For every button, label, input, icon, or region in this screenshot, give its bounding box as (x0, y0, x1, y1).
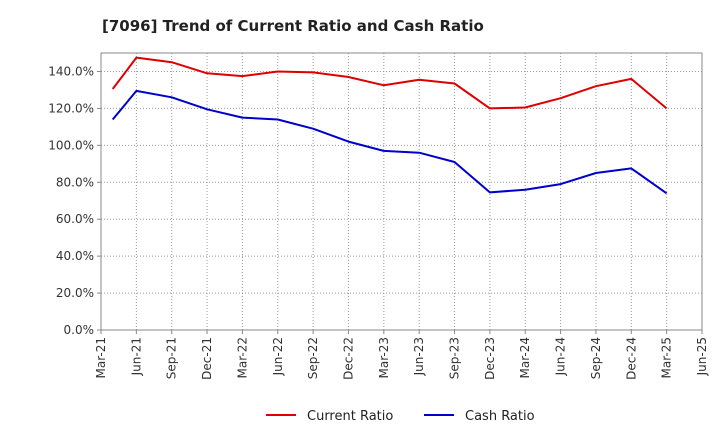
x-tick-label: Jun-22 (271, 337, 285, 376)
y-axis-ticks: 0.0% 20.0% 40.0% 60.0% 80.0% 100.0% 120.0% 140.… (48, 64, 101, 337)
x-tick-label: Jun-25 (695, 337, 709, 376)
series-lines (111, 56, 668, 195)
x-tick-label: Jun-23 (412, 337, 426, 376)
y-tick-label: 60.0% (56, 212, 94, 226)
x-tick-label: Mar-22 (235, 337, 249, 378)
x-tick-label: Mar-24 (518, 337, 532, 378)
x-tick-label: Mar-25 (660, 337, 674, 378)
x-axis-ticks: Mar-21 Jun-21 Sep-21 Dec-21 Mar-22 Jun-22 Sep-… (94, 330, 709, 380)
legend: Current Ratio Cash Ratio (266, 409, 535, 424)
x-tick-label: Mar-23 (377, 337, 391, 378)
x-tick-label: Dec-23 (483, 337, 497, 380)
y-tick-label: 100.0% (48, 138, 94, 152)
x-tick-label: Dec-21 (200, 337, 214, 380)
x-tick-label: Sep-23 (448, 337, 462, 379)
y-tick-label: 40.0% (56, 249, 94, 263)
y-tick-label: 120.0% (48, 101, 94, 115)
x-tick-label: Sep-21 (165, 337, 179, 379)
plot-area-frame (100, 52, 703, 331)
y-tick-label: 20.0% (56, 286, 94, 300)
x-tick-label: Sep-22 (306, 337, 320, 379)
chart-title: [7096] Trend of Current Ratio and Cash R… (102, 17, 484, 35)
y-tick-label: 80.0% (56, 175, 94, 189)
x-tick-label: Jun-24 (554, 337, 568, 376)
legend-label-current-ratio: Current Ratio (307, 409, 393, 424)
x-tick-label: Mar-21 (94, 337, 108, 378)
x-tick-label: Dec-24 (624, 337, 638, 380)
legend-label-cash-ratio: Cash Ratio (465, 409, 535, 424)
x-tick-label: Sep-24 (589, 337, 603, 379)
y-tick-label: 140.0% (48, 64, 94, 78)
grid-lines (101, 53, 702, 330)
series-line-cash-ratio (111, 89, 668, 195)
series-line-current-ratio (111, 56, 668, 110)
x-tick-label: Jun-21 (129, 337, 143, 376)
y-tick-label: 0.0% (64, 323, 95, 337)
x-tick-label: Dec-22 (341, 337, 355, 380)
